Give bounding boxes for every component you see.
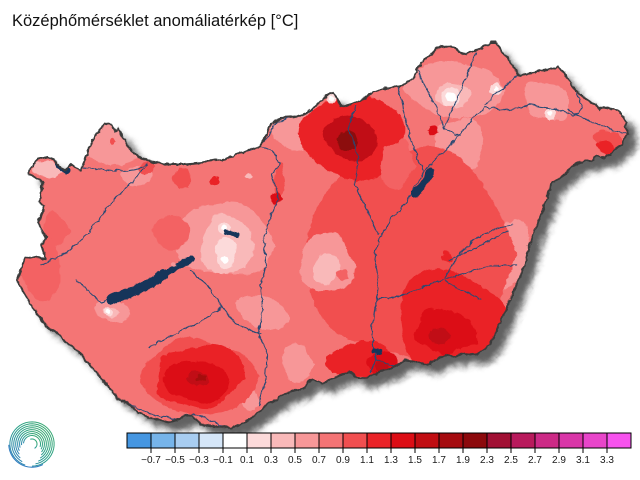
svg-text:1.1: 1.1: [360, 455, 374, 466]
svg-text:−0.7: −0.7: [141, 455, 161, 466]
svg-text:−0.1: −0.1: [213, 455, 233, 466]
svg-text:2.3: 2.3: [480, 455, 494, 466]
svg-text:0.9: 0.9: [336, 455, 350, 466]
svg-text:2.7: 2.7: [528, 455, 542, 466]
svg-text:−0.3: −0.3: [189, 455, 209, 466]
svg-text:0.7: 0.7: [312, 455, 326, 466]
svg-text:2.5: 2.5: [504, 455, 518, 466]
svg-text:Középhőmérséklet anomáliatérké: Középhőmérséklet anomáliatérkép [°C]: [12, 12, 298, 30]
svg-text:1.9: 1.9: [456, 455, 470, 466]
svg-text:3.1: 3.1: [576, 455, 590, 466]
svg-text:−0.5: −0.5: [165, 455, 185, 466]
svg-text:0.1: 0.1: [240, 455, 254, 466]
svg-text:1.7: 1.7: [432, 455, 446, 466]
svg-text:1.5: 1.5: [408, 455, 422, 466]
svg-text:0.5: 0.5: [288, 455, 302, 466]
svg-text:2.9: 2.9: [552, 455, 566, 466]
svg-text:3.3: 3.3: [600, 455, 614, 466]
svg-text:1.3: 1.3: [384, 455, 398, 466]
svg-text:0.3: 0.3: [264, 455, 278, 466]
